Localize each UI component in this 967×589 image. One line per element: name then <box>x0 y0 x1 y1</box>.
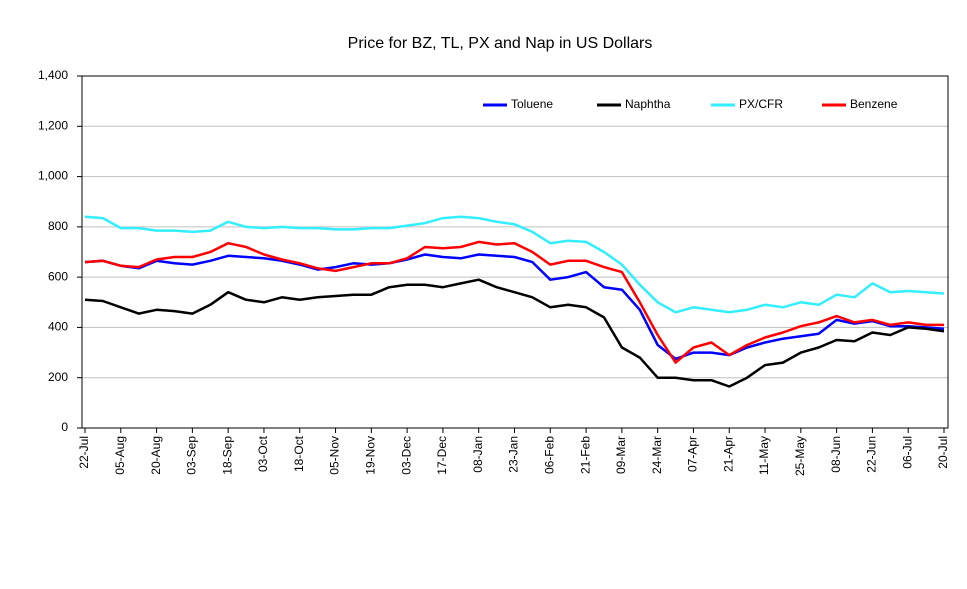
x-tick-label: 18-Sep <box>220 436 234 475</box>
series-line <box>84 278 945 388</box>
x-tick-label: 22-Jul <box>77 436 91 469</box>
y-tick-label: 800 <box>48 219 68 233</box>
x-tick-label: 20-Jul <box>936 436 950 469</box>
x-tick-label: 19-Nov <box>364 436 378 475</box>
x-tick-label: 25-May <box>793 436 807 476</box>
x-tick-label: 03-Dec <box>399 436 413 475</box>
x-tick-label: 09-Mar <box>614 436 628 474</box>
x-tick-label: 06-Feb <box>542 436 556 474</box>
x-tick-label: 21-Feb <box>578 436 592 474</box>
x-tick-label: 07-Apr <box>686 436 700 472</box>
y-tick-label: 1,200 <box>38 118 68 132</box>
legend-label: Toluene <box>511 97 553 111</box>
y-tick-label: 1,000 <box>38 169 68 183</box>
x-tick-label: 23-Jan <box>507 436 521 473</box>
x-tick-label: 08-Jan <box>471 436 485 473</box>
series-line <box>84 240 944 364</box>
x-tick-label: 03-Oct <box>256 435 270 472</box>
legend-label: PX/CFR <box>739 97 783 111</box>
x-tick-label: 18-Oct <box>292 435 306 472</box>
x-tick-label: 22-Jun <box>865 436 879 473</box>
x-tick-label: 24-Mar <box>650 436 664 474</box>
y-tick-label: 600 <box>48 269 68 283</box>
x-tick-label: 17-Dec <box>435 436 449 475</box>
x-tick-label: 08-Jun <box>829 436 843 473</box>
y-tick-label: 400 <box>48 320 68 334</box>
y-tick-label: 0 <box>61 420 68 434</box>
x-tick-label: 05-Aug <box>113 436 127 475</box>
y-tick-label: 1,400 <box>38 68 68 82</box>
x-tick-label: 03-Sep <box>185 436 199 475</box>
x-tick-label: 05-Nov <box>328 436 342 475</box>
chart-title: Price for BZ, TL, PX and Nap in US Dolla… <box>348 35 653 52</box>
legend-label: Naphtha <box>625 97 671 111</box>
series-line <box>84 215 945 314</box>
legend-label: Benzene <box>850 97 898 111</box>
y-tick-label: 200 <box>48 370 68 384</box>
x-tick-label: 06-Jul <box>900 436 914 469</box>
series-line <box>84 253 945 361</box>
x-tick-label: 11-May <box>757 436 771 475</box>
x-tick-label: 21-Apr <box>721 436 735 472</box>
x-tick-label: 20-Aug <box>149 436 163 475</box>
